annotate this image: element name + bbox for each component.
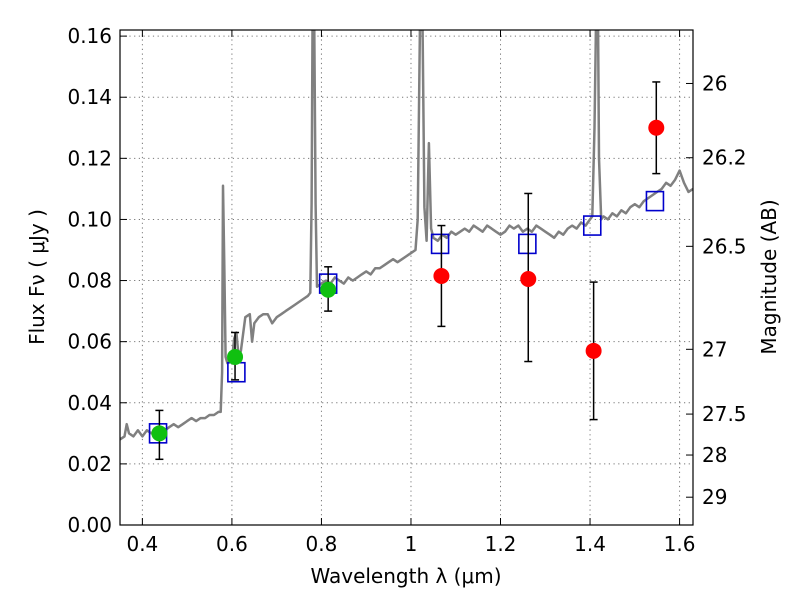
x-tick-label: 0.6 (216, 532, 248, 556)
y2-axis-label: Magnitude (AB) (757, 199, 781, 354)
photometry-point (585, 342, 602, 359)
y-tick-label: 0.14 (67, 85, 112, 109)
y2-tick-label: 27 (702, 337, 727, 361)
y-tick-label: 0.16 (67, 24, 112, 48)
y2-tick-label: 26 (702, 71, 727, 95)
y2-tick-label: 26.5 (702, 234, 747, 258)
x-tick-label: 1.6 (664, 532, 696, 556)
y-tick-label: 0.08 (67, 269, 112, 293)
y-tick-label: 0.00 (67, 513, 112, 537)
y-tick-label: 0.10 (67, 207, 112, 231)
photometry-point (227, 348, 244, 365)
spectrum-line (120, 30, 693, 441)
axes: 0.4 0.6 0.8 1 1.2 1.4 1.6 0.00 0.02 0.04 0.06 0.08 0… (67, 24, 746, 556)
model-box-marker (518, 233, 537, 255)
y-tick-label: 0.12 (67, 146, 112, 170)
plot-area (120, 30, 693, 461)
x-tick-label: 1.4 (574, 532, 606, 556)
y-tick-label: 0.04 (67, 391, 112, 415)
y-axis-label: Flux Fν ( μJy ) (25, 209, 49, 345)
photometry-point (151, 425, 168, 442)
y2-tick-label: 29 (702, 485, 727, 509)
model-box-marker (582, 215, 602, 236)
x-tick-label: 0.8 (306, 532, 338, 556)
y2-tick-label: 26.2 (702, 146, 747, 170)
x-tick-label: 1.2 (485, 532, 517, 556)
x-tick-label: 0.4 (126, 532, 158, 556)
x-axis-label: Wavelength λ (μm) (310, 564, 501, 588)
photometry-point (320, 281, 337, 298)
photometry-point (648, 119, 665, 136)
photometry-point (433, 267, 450, 284)
y-tick-label: 0.06 (67, 330, 112, 354)
y-tick-label: 0.02 (67, 452, 112, 476)
y2-tick-label: 28 (702, 443, 727, 467)
plot-frame (119, 29, 694, 526)
model-box-marker (430, 233, 450, 255)
x-tick-label: 1 (405, 532, 418, 556)
photometry-point (520, 271, 537, 288)
model-box-marker (645, 190, 665, 212)
y2-tick-label: 27.5 (702, 402, 747, 426)
